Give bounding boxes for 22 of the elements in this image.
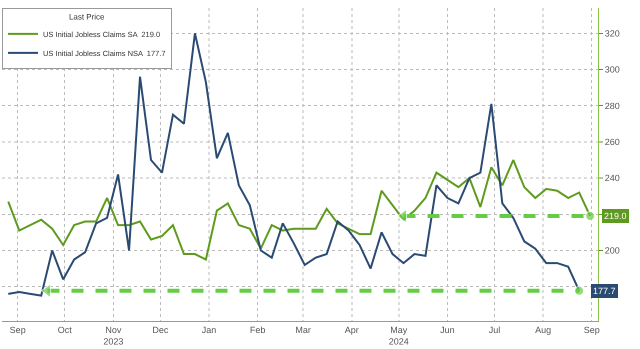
y-tick-label: 240	[604, 173, 620, 184]
y-tick-label: 280	[604, 100, 620, 111]
x-tick-label: Aug	[535, 324, 552, 335]
legend-title: Last Price	[68, 12, 106, 22]
y-tick-label: 320	[604, 28, 620, 38]
y-tick-label: 200	[604, 246, 620, 256]
x-tick-label: Oct	[58, 324, 72, 335]
x-tick-label: Sep	[584, 324, 600, 335]
x-tick-label: Jul	[488, 324, 500, 335]
x-tick-label: Dec	[152, 324, 169, 335]
x-tick-label: Apr	[344, 324, 359, 335]
annotation: 177.7	[593, 286, 616, 296]
y-tick-label: 260	[604, 137, 620, 148]
x-tick-label: Jun	[440, 324, 455, 335]
x-tick-label: Mar	[295, 324, 311, 335]
y-tick-label: 300	[604, 64, 620, 75]
x-tick-label: Jan	[202, 324, 216, 335]
x-tick-label: Nov 2023	[103, 324, 124, 346]
x-tick-label: Sep	[10, 324, 26, 335]
x-tick-label: Feb	[250, 324, 266, 335]
x-tick-label: May 2024	[388, 324, 409, 346]
annotation: 219.0	[604, 211, 627, 221]
